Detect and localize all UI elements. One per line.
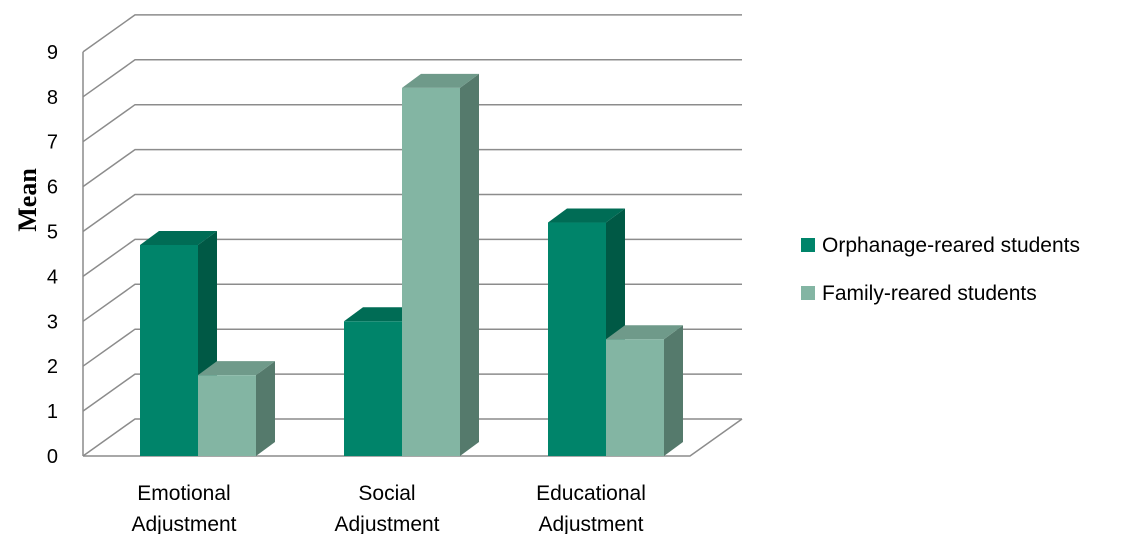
gridline <box>82 238 742 278</box>
y-tick-label: 1 <box>47 401 58 423</box>
gridline <box>82 103 742 143</box>
legend-swatch <box>801 238 815 252</box>
bar-front <box>140 244 198 456</box>
y-tick-label: 3 <box>47 311 58 333</box>
gridline <box>82 148 742 188</box>
bar-front <box>198 375 256 456</box>
gridline <box>82 373 742 412</box>
bar <box>198 361 275 456</box>
gridline <box>82 14 742 53</box>
gridline <box>82 328 742 367</box>
bar <box>402 73 479 456</box>
bar <box>548 208 625 456</box>
bar-top <box>548 208 625 223</box>
bar-top <box>344 307 421 322</box>
gridline <box>82 283 742 322</box>
y-tick-label: 8 <box>47 87 58 109</box>
y-tick-label: 0 <box>47 446 58 468</box>
y-tick-label: 5 <box>47 222 58 244</box>
y-axis-label: Mean <box>13 168 42 232</box>
legend-swatch <box>801 286 815 300</box>
bar-side <box>460 73 479 456</box>
bar-top <box>606 325 683 340</box>
bar-top <box>140 230 217 245</box>
y-tick-label: 2 <box>47 356 58 378</box>
bar-front <box>402 87 460 456</box>
bar-front <box>344 321 402 456</box>
floor-edge <box>83 418 743 457</box>
y-tick-label: 6 <box>47 177 58 199</box>
bar-side <box>256 361 275 456</box>
gridline <box>82 59 742 98</box>
legend-label: Family-reared students <box>822 282 1037 305</box>
y-tick-label: 4 <box>47 266 58 288</box>
legend-item: Family-reared students <box>801 282 1037 305</box>
legend-item: Orphanage-reared students <box>801 234 1080 257</box>
legend-label: Orphanage-reared students <box>822 234 1080 257</box>
bar-front <box>548 222 606 456</box>
x-tick-label: Educational Adjustment <box>536 482 646 534</box>
gridline <box>82 193 742 233</box>
y-tick-label: 9 <box>47 42 58 64</box>
bar-top <box>198 361 275 376</box>
gridline <box>82 418 742 457</box>
y-tick-label: 7 <box>47 132 58 154</box>
bar-side <box>664 325 683 456</box>
x-tick-label: Social Adjustment <box>334 482 439 534</box>
bar-front <box>606 339 664 456</box>
bar <box>606 325 683 456</box>
x-tick-label: Emotional Adjustment <box>131 482 236 534</box>
bar-top <box>402 73 479 88</box>
